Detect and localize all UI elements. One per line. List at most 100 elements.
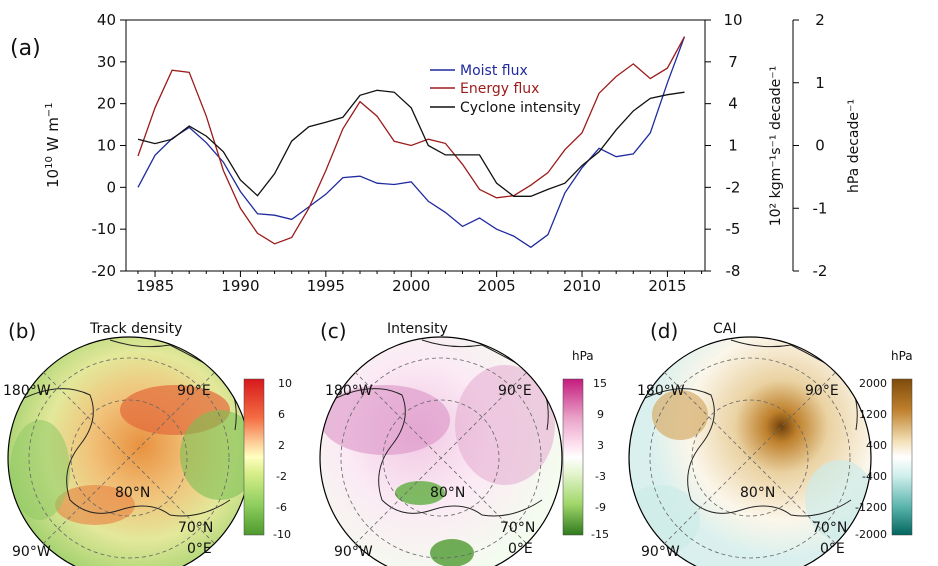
lon-label-0e-b: 0°E [187,541,212,557]
right1-tick-label: -8 [726,262,741,280]
right1-tick-label: 4 [728,95,738,113]
map-c-outline [319,336,563,566]
axis-ticks: 1985 1990 1995 2000 2005 2010 2015-20-10010203… [92,11,828,295]
legend-label-energy: Energy flux [460,81,539,97]
grid-c [340,357,542,559]
lon-label-90w-b: 90°W [12,544,51,560]
svg-text:1200: 1200 [859,408,887,421]
map-b-lowspot [180,410,250,500]
x-tick-label: 2015 [648,277,686,295]
grid-d [649,357,851,559]
panel-d: (d) CAI hPa 2000 1200 400 -400 -1200 -20… [628,319,913,566]
right1-tick-label: -2 [726,178,741,196]
lon-label-90e-c: 90°E [498,383,532,399]
x-tick-label: 1985 [136,277,174,295]
right1-tick-label: 7 [728,53,738,71]
svg-text:-400: -400 [862,470,887,483]
colorbar-d-unit: hPa [891,349,913,363]
left-tick-label: 0 [106,178,116,196]
coastline [730,339,858,431]
colorbar-c [562,378,584,536]
colorbar-b-ticks: 10 6 2 -2 -6 -10 [273,377,292,541]
panel-b-title: Track density [89,321,182,337]
x-tick-label: 1995 [307,277,345,295]
svg-text:2: 2 [278,439,285,452]
coastline [331,388,543,517]
left-axis-title: 1010 W m−1 [44,102,62,188]
svg-text:6: 6 [278,408,285,421]
coastline [19,388,231,517]
left-tick-label: 20 [97,95,116,113]
panel-c-tag: (c) [320,319,347,343]
svg-text:-2000: -2000 [855,528,887,541]
left-tick-label: -20 [92,262,117,280]
panel-a-tag: (a) [10,36,41,61]
right2-tick-label: -1 [813,199,828,217]
right2-tick-label: 1 [815,74,825,92]
plot-area-frame [125,19,706,272]
panel-d-title: CAI [713,321,736,337]
panel-c-title: Intensity [387,321,448,337]
right2-axis-title: hPa decade⁻¹ [846,99,862,193]
svg-text:-1200: -1200 [855,501,887,514]
grid-b [28,357,230,559]
series-line-moist-flux [137,36,686,249]
legend: Moist flux Energy flux Cyclone intensity [430,63,581,116]
colorbar-c-ticks: 15 9 3 -3 -9 -15 [591,377,609,541]
colorbar-d [891,378,913,536]
map-c-lowspot [430,539,474,566]
right1-tick-label: -5 [726,220,741,238]
lon-label-180w-c: 180°W [325,383,373,399]
map-b-lowspot [10,420,70,520]
lon-label-90e-d: 90°E [805,383,839,399]
coastline [109,339,237,431]
svg-text:9: 9 [597,408,604,421]
lat-label-70n-b: 70°N [178,520,213,536]
coastline [421,339,549,431]
x-tick-label: 1990 [221,277,259,295]
lat-label-80n-c: 80°N [430,485,465,501]
left-tick-label: 30 [97,53,116,71]
series-lines [137,36,686,249]
map-c-highspot [455,365,555,485]
right1-tick-label: 10 [723,11,742,29]
left-tick-label: 40 [97,11,116,29]
x-tick-label: 2005 [478,277,516,295]
right2-tick-label: -2 [813,262,828,280]
svg-text:-9: -9 [595,501,606,514]
lat-label-70n-c: 70°N [500,520,535,536]
map-c-lowspot [395,481,445,505]
panel-a: (a) 1985 1990 1995 2000 2005 2010 2015-20-1001… [10,11,862,295]
panel-b-tag: (b) [8,319,36,343]
svg-text:15: 15 [593,377,607,390]
lat-label-70n-d: 70°N [812,520,847,536]
polar-map-b [8,337,250,566]
x-tick-label: 2000 [392,277,430,295]
lon-label-180w-b: 180°W [3,383,51,399]
right2-tick-label: 2 [815,11,825,29]
svg-text:3: 3 [597,439,604,452]
legend-label-cyclone: Cyclone intensity [460,100,581,116]
right2-tick-label: 0 [815,137,825,155]
lon-label-0e-d: 0°E [820,541,845,557]
map-d-outline [628,336,872,566]
lat-label-80n-b: 80°N [115,485,150,501]
colorbar-d-ticks: 2000 1200 400 -400 -1200 -2000 [855,377,887,541]
series-line-energy-flux [137,36,686,245]
left-tick-label: -10 [92,220,117,238]
panel-d-tag: (d) [650,319,678,343]
svg-text:10: 10 [278,377,292,390]
svg-text:-15: -15 [591,528,609,541]
lon-label-90w-d: 90°W [641,544,680,560]
series-line-cyclone-intensity [137,89,685,197]
svg-text:-3: -3 [595,470,606,483]
svg-text:-10: -10 [273,528,291,541]
svg-text:-2: -2 [276,470,287,483]
svg-text:2000: 2000 [859,377,887,390]
svg-text:-6: -6 [276,501,287,514]
colorbar-b [243,378,265,536]
right1-tick-label: 1 [728,137,738,155]
lon-label-90e-b: 90°E [177,383,211,399]
map-c-highspot [320,385,450,455]
